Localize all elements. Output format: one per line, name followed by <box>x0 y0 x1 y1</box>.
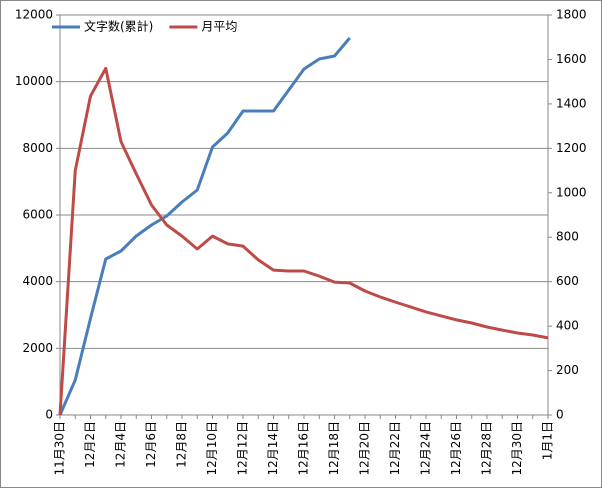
x-tick-label: 12月26日 <box>449 421 463 476</box>
y2-tick-label: 1200 <box>556 141 587 155</box>
x-tick-label: 12月16日 <box>297 421 311 476</box>
x-tick-label: 12月18日 <box>327 421 341 476</box>
series-line <box>58 66 549 416</box>
y-tick-label: 0 <box>45 408 53 422</box>
y-tick-label: 6000 <box>22 208 53 222</box>
y2-tick-label: 1000 <box>556 185 587 199</box>
x-tick-label: 12月30日 <box>510 421 524 476</box>
y2-tick-label: 0 <box>556 408 564 422</box>
x-tick-label: 12月22日 <box>388 421 402 476</box>
y2-tick-label: 1400 <box>556 96 587 110</box>
x-tick-label: 12月20日 <box>358 421 372 476</box>
y2-tick-label: 600 <box>556 274 579 288</box>
y2-tick-label: 1800 <box>556 8 587 22</box>
y-tick-label: 8000 <box>22 141 53 155</box>
x-tick-label: 12月10日 <box>205 421 219 476</box>
y2-tick-label: 400 <box>556 319 579 333</box>
x-tick-label: 12月2日 <box>83 421 97 468</box>
y2-tick-label: 800 <box>556 230 579 244</box>
x-tick-label: 12月14日 <box>266 421 280 476</box>
y2-tick-label: 200 <box>556 363 579 377</box>
y-tick-label: 10000 <box>15 74 53 88</box>
x-tick-label: 11月30日 <box>53 421 67 476</box>
legend-label: 文字数(累計) <box>84 19 153 34</box>
y2-tick-label: 1600 <box>556 52 587 66</box>
x-tick-label: 1月1日 <box>541 421 555 460</box>
x-tick-label: 12月4日 <box>114 421 128 468</box>
y-tick-label: 2000 <box>22 341 53 355</box>
x-tick-label: 12月28日 <box>480 421 494 476</box>
legend-label: 月平均 <box>201 20 237 34</box>
x-tick-label: 12月24日 <box>419 421 433 476</box>
y-tick-label: 4000 <box>22 274 53 288</box>
x-tick-label: 12月6日 <box>144 421 158 468</box>
y-tick-label: 12000 <box>15 8 53 22</box>
x-tick-label: 12月8日 <box>175 421 189 468</box>
series-line <box>58 37 351 416</box>
x-tick-label: 12月12日 <box>236 421 250 476</box>
